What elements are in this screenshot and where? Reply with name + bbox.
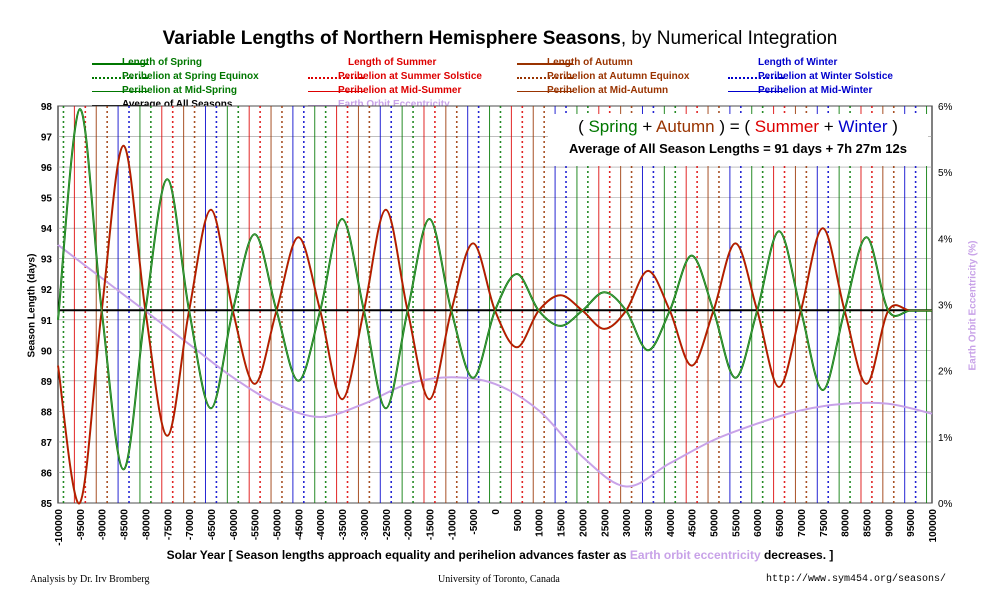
x-tick-label: 45000 xyxy=(688,509,699,537)
y-tick-label: 86 xyxy=(41,468,53,479)
x-tick-label: 30000 xyxy=(622,509,633,537)
x-tick-label: -60000 xyxy=(229,509,240,541)
y2-tick-label: 4% xyxy=(938,234,953,245)
x-tick-label: -90000 xyxy=(98,509,109,541)
y2-tick-label: 5% xyxy=(938,168,953,179)
x-tick-label: -100000 xyxy=(54,509,65,546)
average-season-text: Average of All Season Lengths = 91 days … xyxy=(569,141,907,156)
x-tick-label: 55000 xyxy=(731,509,742,537)
x-tick-label: 15000 xyxy=(557,509,568,537)
x-tick-label: -10000 xyxy=(447,509,458,541)
x-tick-label: 85000 xyxy=(862,509,873,537)
y-tick-label: 95 xyxy=(41,194,53,205)
y-tick-label: 91 xyxy=(41,316,53,327)
x-axis-label: Solar Year [ Season lengths approach equ… xyxy=(166,548,834,562)
x-tick-label: 40000 xyxy=(666,509,677,537)
plot-frame xyxy=(57,105,933,504)
x-tick-label: -45000 xyxy=(294,509,305,541)
x-tick-label: 70000 xyxy=(797,509,808,537)
y2-tick-label: 0% xyxy=(938,499,953,510)
y-tick-label: 85 xyxy=(41,499,53,510)
eccentricity-line xyxy=(57,244,933,488)
footer-university: University of Toronto, Canada xyxy=(438,574,560,585)
x-tick-label: 25000 xyxy=(600,509,611,537)
winter-line xyxy=(57,108,932,470)
y-tick-label: 90 xyxy=(41,346,53,357)
x-tick-label: 35000 xyxy=(644,509,655,537)
y-tick-label: 96 xyxy=(41,163,53,174)
y-tick-label: 88 xyxy=(41,407,53,418)
y-tick-label: 93 xyxy=(41,255,53,266)
chart-title: Variable Lengths of Northern Hemisphere … xyxy=(162,28,838,49)
y2-tick-label: 2% xyxy=(938,367,953,378)
x-tick-label: 100000 xyxy=(928,509,939,543)
x-tick-label: 50000 xyxy=(710,509,721,537)
y-tick-label: 98 xyxy=(41,102,53,113)
y2-tick-label: 6% xyxy=(938,102,953,113)
y-tick-label: 92 xyxy=(41,285,53,296)
y-tick-label: 97 xyxy=(41,133,53,144)
x-tick-label: -70000 xyxy=(185,509,196,541)
x-tick-label: -95000 xyxy=(76,509,87,541)
x-tick-label: 80000 xyxy=(841,509,852,537)
y-tick-label: 89 xyxy=(41,377,53,388)
x-tick-label: 5000 xyxy=(513,509,524,532)
x-tick-label: -35000 xyxy=(338,509,349,541)
x-tick-label: -5000 xyxy=(469,509,480,535)
y-tick-label: 94 xyxy=(41,224,53,235)
x-tick-label: -65000 xyxy=(207,509,218,541)
equation-box: ( Spring + Autumn ) = ( Summer + Winter … xyxy=(548,114,928,166)
x-tick-label: 75000 xyxy=(819,509,830,537)
x-tick-label: -40000 xyxy=(316,509,327,541)
x-tick-label: -30000 xyxy=(360,509,371,541)
x-tick-label: -55000 xyxy=(251,509,262,541)
footer-url: http://www.sym454.org/seasons/ xyxy=(766,574,947,585)
x-tick-label: -25000 xyxy=(382,509,393,541)
x-tick-label: 20000 xyxy=(578,509,589,537)
x-tick-label: -85000 xyxy=(120,509,131,541)
x-tick-label: 90000 xyxy=(884,509,895,537)
x-tick-label: 10000 xyxy=(535,509,546,537)
x-tick-label: 0 xyxy=(491,509,502,515)
x-tick-label: 65000 xyxy=(775,509,786,537)
footer-author: Analysis by Dr. Irv Bromberg xyxy=(30,574,150,585)
x-tick-label: -20000 xyxy=(404,509,415,541)
y2-axis-label: Earth Orbit Eccentricity (%) xyxy=(967,240,979,371)
y-axis-label: Season Length (days) xyxy=(26,253,38,358)
y-tick-label: 87 xyxy=(41,438,53,449)
season-equation: ( Spring + Autumn ) = ( Summer + Winter … xyxy=(578,117,898,136)
y2-tick-label: 1% xyxy=(938,433,953,444)
y2-tick-label: 3% xyxy=(938,301,953,312)
x-tick-label: -75000 xyxy=(163,509,174,541)
x-tick-label: -80000 xyxy=(141,509,152,541)
x-tick-label: -15000 xyxy=(425,509,436,541)
x-tick-label: 95000 xyxy=(906,509,917,537)
x-tick-label: -50000 xyxy=(273,509,284,541)
x-tick-label: 60000 xyxy=(753,509,764,537)
